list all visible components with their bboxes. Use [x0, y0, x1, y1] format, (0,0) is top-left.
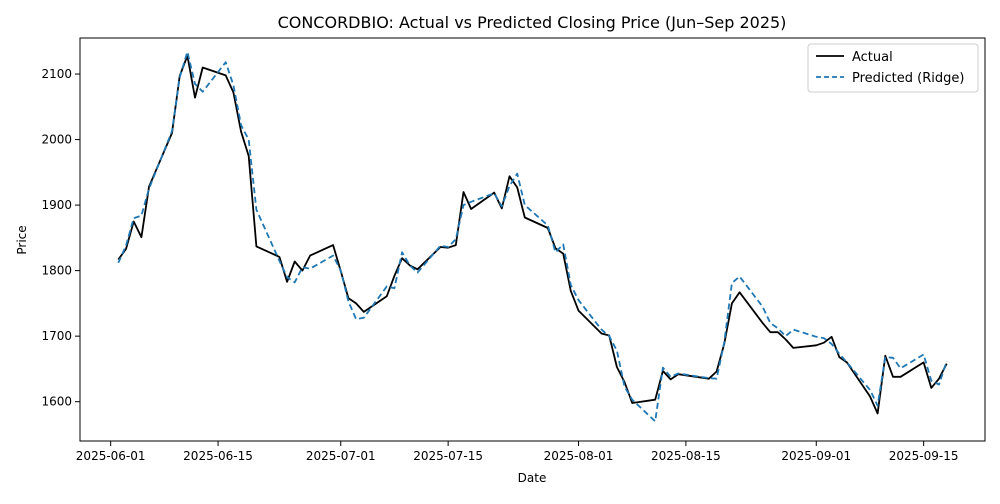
x-tick-label: 2025-07-01: [306, 449, 376, 463]
legend: Actual Predicted (Ridge): [807, 43, 979, 93]
legend-box: [807, 43, 979, 93]
y-tick-label: 2100: [41, 67, 72, 81]
series-line-actual: [117, 54, 948, 415]
y-axis-label: Price: [15, 225, 29, 254]
y-tick-label: 1700: [41, 329, 72, 343]
plot-lines: [117, 50, 948, 423]
y-tick-label: 2000: [41, 133, 72, 147]
chart-title: CONCORDBIO: Actual vs Predicted Closing …: [278, 13, 787, 32]
x-tick-label: 2025-08-15: [651, 449, 721, 463]
y-tick-label: 1800: [41, 264, 72, 278]
x-tick-label: 2025-09-15: [889, 449, 959, 463]
x-axis-ticks: 2025-06-01 2025-06-15 2025-07-01 2025-07-15…: [76, 441, 959, 463]
x-tick-label: 2025-07-15: [413, 449, 483, 463]
y-tick-label: 1900: [41, 198, 72, 212]
plot-frame: [79, 37, 986, 442]
x-tick-label: 2025-06-15: [183, 449, 253, 463]
y-tick-label: 1600: [41, 395, 72, 409]
x-tick-label: 2025-06-01: [76, 449, 146, 463]
x-tick-label: 2025-08-01: [544, 449, 614, 463]
x-tick-label: 2025-09-01: [781, 449, 851, 463]
legend-label-predicted: Predicted (Ridge): [852, 71, 964, 86]
x-axis-label: Date: [518, 471, 547, 485]
y-axis-ticks: 1600 1700 1800 1900 2000 2100: [41, 67, 80, 409]
legend-label-actual: Actual: [852, 50, 893, 65]
